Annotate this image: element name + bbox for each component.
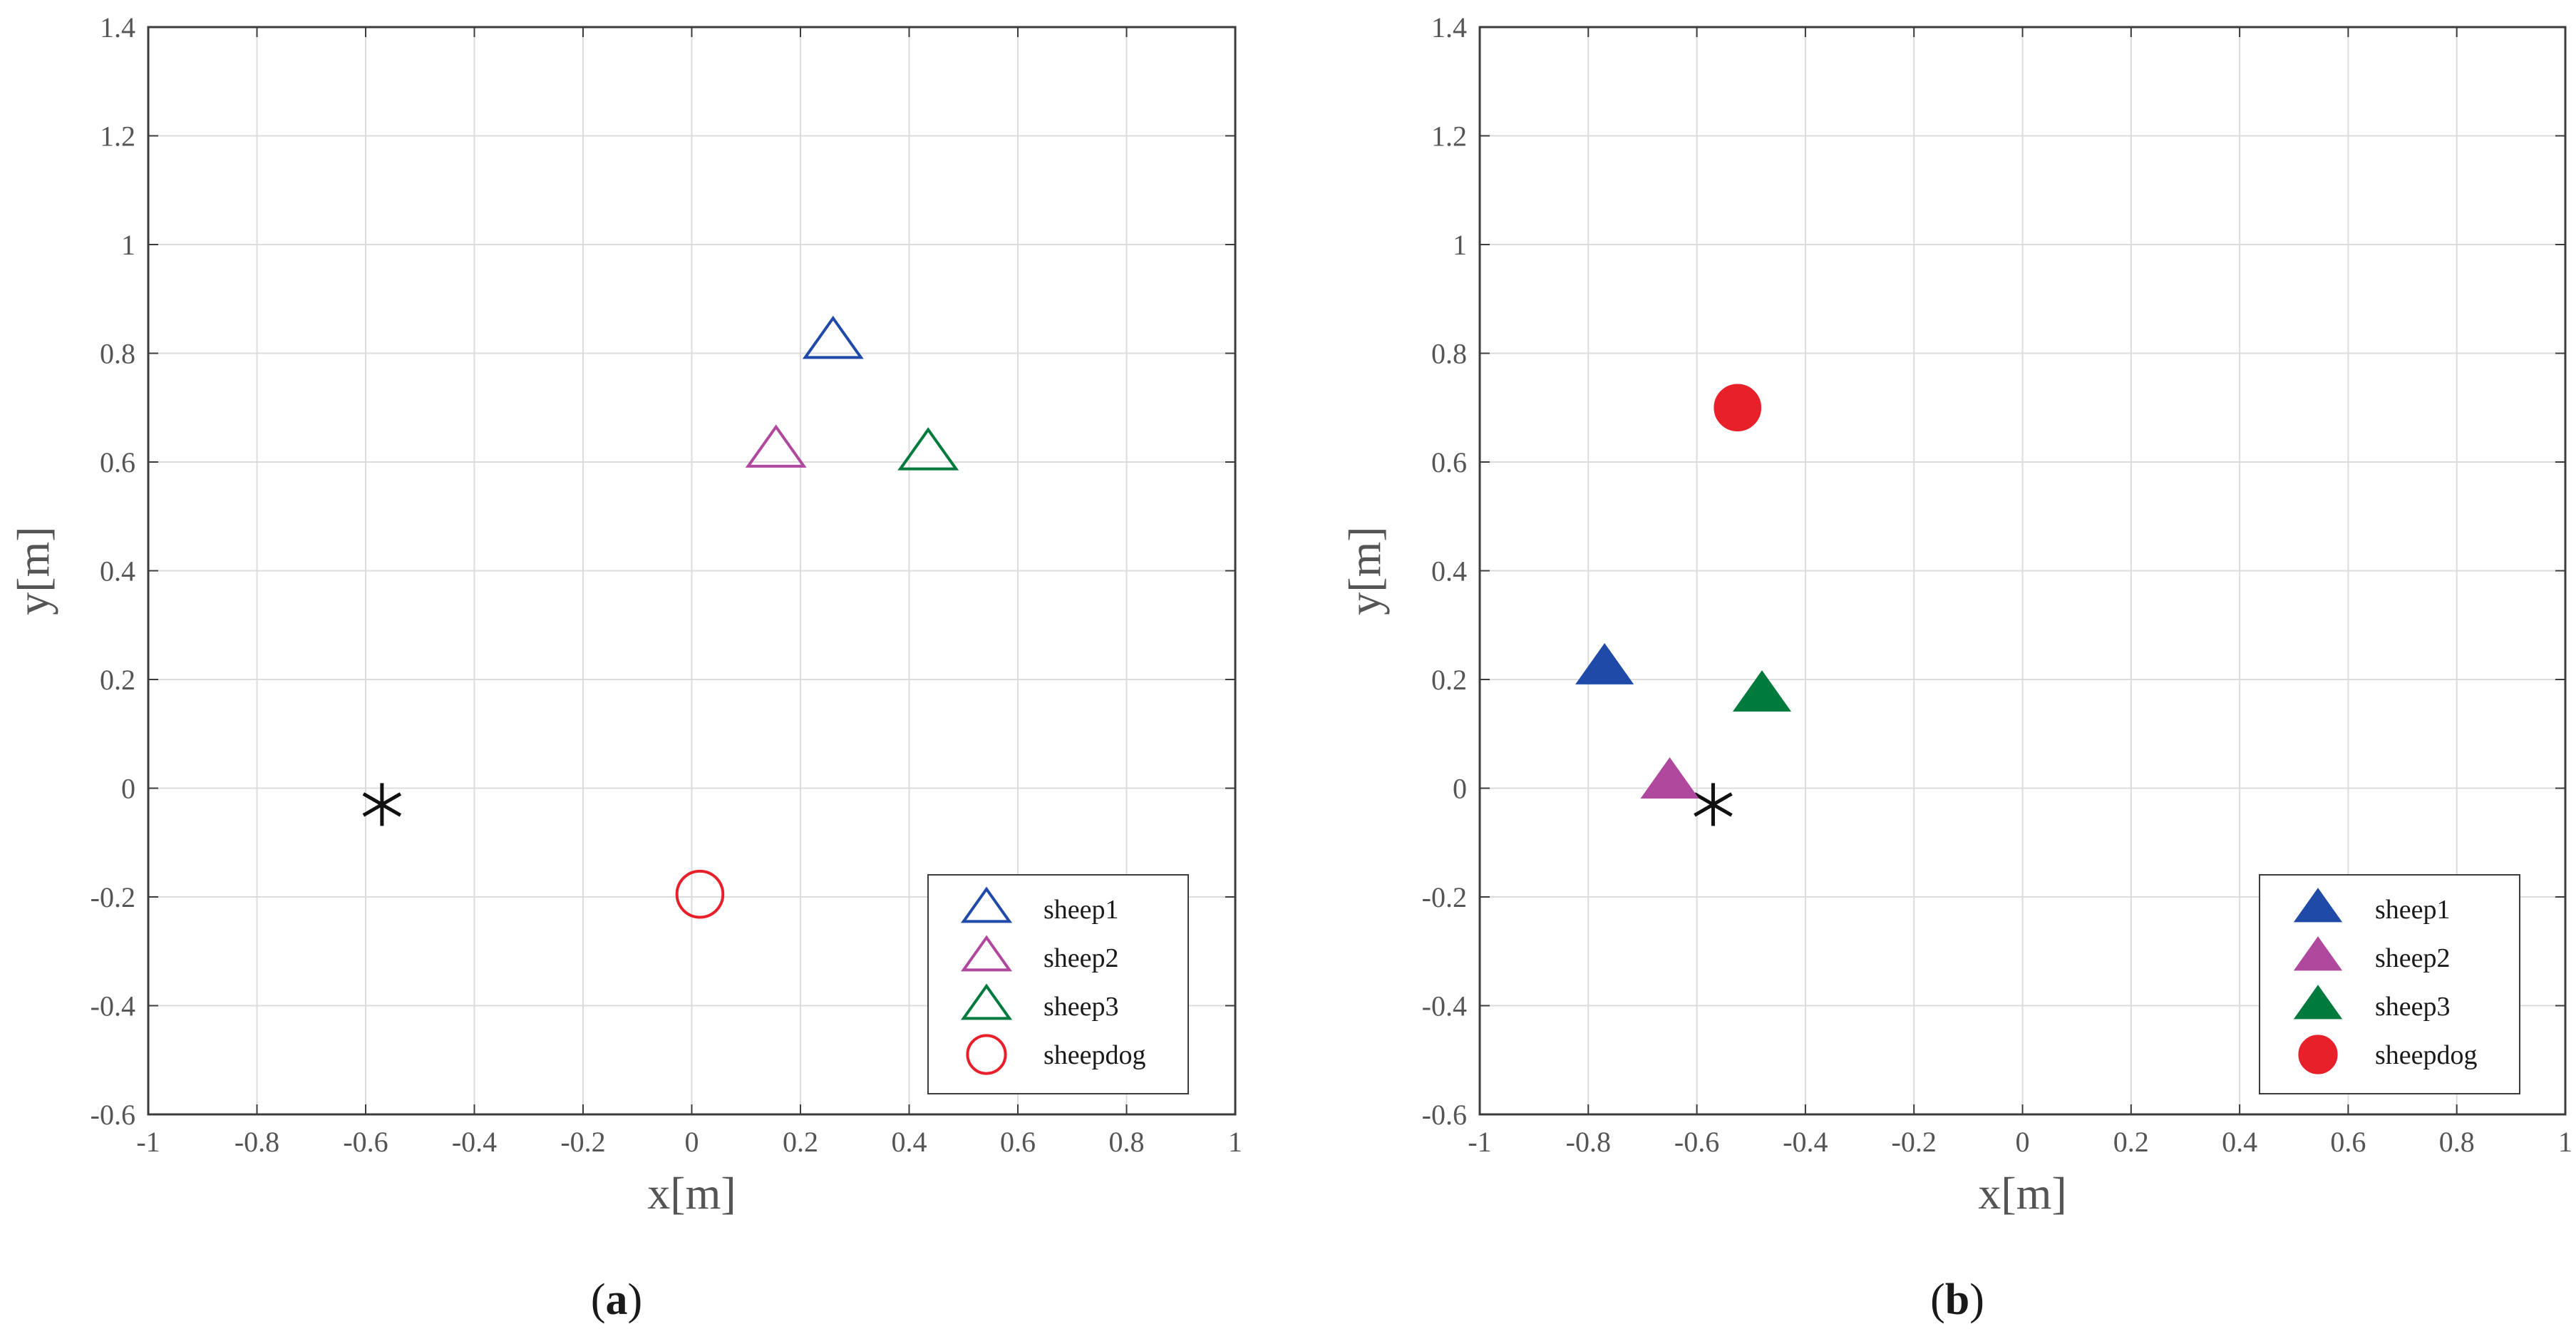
panel-b-xtick-label-2: -0.6: [1674, 1126, 1719, 1158]
panel-b-ytick-label-0: -0.6: [1422, 1099, 1467, 1131]
panel-b-point-sheep1: [1575, 643, 1634, 684]
panel-a-ytick-label-8: 1: [121, 229, 135, 261]
panel-b-ytick-label-6: 0.6: [1431, 446, 1467, 478]
panel-a-xtick-label-0: -1: [136, 1126, 160, 1158]
panel-b-ytick-label-10: 1.4: [1431, 11, 1467, 43]
panel-a-ytick-label-1: -0.4: [91, 990, 135, 1022]
panel-a-point-sheep3: [897, 427, 959, 471]
panel-a-xtick-label-6: 0.2: [783, 1126, 818, 1158]
panel-a-xtick-label-7: 0.4: [892, 1126, 927, 1158]
panel-a-legend-label-sheepdog: sheepdog: [1044, 1040, 1146, 1070]
panel-a-ytick-label-3: 0: [121, 773, 135, 805]
panel-a-legend-marker-sheep1: [960, 886, 1013, 923]
panel-a-ytick-label-5: 0.4: [100, 555, 135, 588]
panel-b-ytick-label-3: 0: [1453, 773, 1467, 805]
panel-a-legend-label-sheep3: sheep3: [1044, 992, 1119, 1022]
panel-a-xtick-label-10: 1: [1228, 1126, 1242, 1158]
panel-a-ylabel: y[m]: [8, 526, 58, 615]
panel-a-ytick-label-4: 0.2: [100, 664, 135, 696]
panel-b-ylabel: y[m]: [1339, 526, 1390, 615]
panel-b-legend-label-sheepdog: sheepdog: [2375, 1040, 2478, 1070]
panel-b-caption: (b): [1930, 1276, 1984, 1324]
panel-b-xtick-label-9: 0.8: [2439, 1126, 2475, 1158]
panel-a-point-sheepdog: [675, 869, 725, 919]
panel-b-xtick-label-4: -0.2: [1892, 1126, 1937, 1158]
panel-a-ytick-label-0: -0.6: [91, 1099, 135, 1131]
panel-a-xtick-label-2: -0.6: [343, 1126, 388, 1158]
panel-b-point-sheep3: [1732, 670, 1792, 712]
panel-a-legend: sheep1 sheep2 sheep3 sheepdog: [927, 874, 1189, 1094]
panel-b-legend-marker-sheepdog: [2298, 1035, 2338, 1074]
panel-a-ytick-label-7: 0.8: [100, 338, 135, 370]
panel-a-xtick-label-1: -0.8: [235, 1126, 279, 1158]
panel-a-legend-marker-sheep2: [960, 935, 1013, 972]
panel-b-xtick-label-6: 0.2: [2113, 1126, 2149, 1158]
panel-a-xtick-label-8: 0.6: [1000, 1126, 1036, 1158]
panel-a-xtick-label-4: -0.2: [560, 1126, 605, 1158]
panel-b-xtick-label-5: 0: [2016, 1126, 2030, 1158]
panel-b-legend-marker-sheep1: [2293, 888, 2343, 923]
panel-a-legend-label-sheep1: sheep1: [1044, 895, 1119, 925]
panel-b-xtick-label-10: 1: [2558, 1126, 2572, 1158]
panel-a-ytick-label-6: 0.6: [100, 446, 135, 478]
panel-b-ytick-label-4: 0.2: [1431, 664, 1467, 696]
panel-b-goal-asterisk-0: [1694, 783, 1733, 826]
panel-a: (a) -1 -0.8 -0.6 -0.4 -0.2 0 0.2 0.4 0.6 0.8 1 -0.6…: [8, 11, 1242, 1324]
panel-a-legend-marker-sheepdog: [966, 1034, 1007, 1075]
panel-b-legend: sheep1 sheep2 sheep3 sheepdog: [2259, 874, 2520, 1094]
panel-b-ytick-label-7: 0.8: [1431, 338, 1467, 370]
panel-a-legend-marker-sheep3: [960, 983, 1013, 1020]
panel-a-caption: (a): [591, 1276, 642, 1324]
panel-b-xlabel: x[m]: [1978, 1168, 2066, 1218]
panel-b: (b) -1 -0.8 -0.6 -0.4 -0.2 0 0.2 0.4 0.6 0.8 1 -0.6…: [1339, 11, 2572, 1324]
panel-b-ytick-label-2: -0.2: [1422, 881, 1467, 913]
panel-b-legend-label-sheep2: sheep2: [2375, 943, 2451, 973]
panel-b-legend-label-sheep3: sheep3: [2375, 992, 2451, 1022]
panel-a-legend-label-sheep2: sheep2: [1044, 943, 1119, 973]
panel-a-point-sheep1: [802, 315, 864, 359]
panel-b-ytick-label-5: 0.4: [1431, 555, 1467, 588]
panel-b-legend-marker-sheep2: [2293, 936, 2343, 971]
panel-a-xtick-label-5: 0: [685, 1126, 699, 1158]
panel-a-ytick-label-2: -0.2: [91, 881, 135, 913]
panel-a-goal-asterisk-0: [362, 783, 402, 826]
panel-a-xlabel: x[m]: [647, 1168, 736, 1218]
panel-b-xtick-label-8: 0.6: [2330, 1126, 2366, 1158]
panel-a-ytick-label-9: 1.2: [100, 120, 135, 153]
panel-b-ytick-label-9: 1.2: [1431, 120, 1467, 153]
panel-b-ytick-label-1: -0.4: [1422, 990, 1467, 1022]
panel-b-legend-marker-sheep3: [2293, 985, 2343, 1020]
panel-b-xtick-label-1: -0.8: [1566, 1126, 1611, 1158]
panel-b-ytick-label-8: 1: [1453, 229, 1467, 261]
panel-a-ytick-label-10: 1.4: [100, 11, 135, 43]
panel-b-xtick-label-3: -0.4: [1783, 1126, 1828, 1158]
panel-b-point-sheep2: [1640, 757, 1699, 799]
panel-b-xtick-label-7: 0.4: [2222, 1126, 2257, 1158]
panel-b-xtick-label-0: -1: [1468, 1126, 1491, 1158]
panel-a-xtick-label-9: 0.8: [1109, 1126, 1145, 1158]
panel-a-xtick-label-3: -0.4: [452, 1126, 497, 1158]
panel-b-legend-label-sheep1: sheep1: [2375, 895, 2451, 925]
panel-a-point-sheep2: [745, 424, 807, 468]
panel-b-point-sheepdog: [1714, 384, 1762, 432]
